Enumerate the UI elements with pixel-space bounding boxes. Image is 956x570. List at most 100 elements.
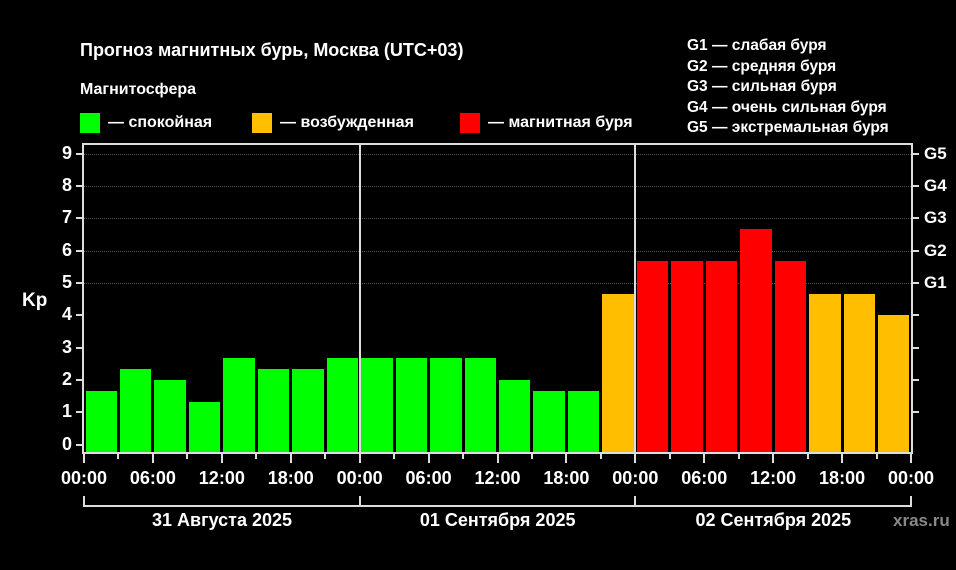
- active-swatch-icon: [252, 113, 272, 133]
- gridline: [84, 186, 911, 188]
- bar-quiet: [499, 379, 531, 454]
- g-scale-item: G2 — средняя буря: [687, 57, 837, 75]
- x-tick-label: 06:00: [129, 468, 176, 488]
- bar-active: [878, 315, 910, 454]
- x-tick: [427, 454, 430, 463]
- y-tick-right: [913, 217, 919, 220]
- gridline: [84, 153, 911, 155]
- x-tick: [703, 454, 706, 463]
- x-tick-label: 18:00: [819, 468, 866, 488]
- bar-quiet: [223, 358, 255, 454]
- x-tick: [289, 454, 292, 463]
- bar-quiet: [430, 358, 462, 454]
- y-tick-label: 7: [61, 207, 72, 228]
- y-tick-label: 9: [61, 142, 72, 163]
- x-tick: [875, 454, 878, 459]
- y-tick: [76, 185, 82, 188]
- y-tick-right: [913, 411, 919, 414]
- y-tick: [76, 346, 82, 349]
- bar-quiet: [85, 390, 117, 454]
- y-tick-label: 3: [61, 336, 72, 357]
- y-tick: [76, 411, 82, 414]
- g-level-label: G2: [924, 240, 947, 260]
- bar-active: [602, 293, 634, 454]
- y-tick: [76, 314, 82, 317]
- date-bracket-tick: [83, 496, 85, 507]
- y-tick-label: 0: [61, 433, 72, 454]
- date-bracket: [84, 505, 911, 507]
- g-scale-item: G3 — сильная буря: [687, 78, 837, 95]
- x-tick: [668, 454, 671, 459]
- gridline: [84, 250, 911, 252]
- x-tick: [910, 454, 912, 463]
- g-level-label: G5: [924, 143, 947, 163]
- y-tick-label: 2: [61, 368, 72, 389]
- x-tick: [841, 454, 844, 463]
- g-level-label: G4: [924, 176, 947, 196]
- bar-active: [843, 293, 876, 454]
- legend-item-quiet: — спокойная: [80, 113, 212, 133]
- x-tick: [255, 454, 258, 459]
- x-tick: [220, 454, 223, 463]
- bar-quiet: [154, 379, 186, 454]
- bar-quiet: [533, 390, 565, 454]
- y-tick-label: 4: [61, 304, 72, 325]
- y-axis-label: Kp: [22, 290, 48, 311]
- x-tick-label: 12:00: [474, 468, 521, 488]
- x-tick-label: 18:00: [543, 468, 590, 488]
- x-tick-label: 12:00: [750, 468, 797, 488]
- bar-quiet: [464, 358, 496, 454]
- y-tick-right: [913, 282, 919, 284]
- x-tick: [806, 454, 809, 459]
- bar-quiet: [292, 369, 324, 454]
- x-tick-label: 18:00: [267, 468, 314, 488]
- x-tick-label: 12:00: [198, 468, 245, 488]
- legend-label: — спокойная: [108, 114, 213, 131]
- chart-title: Прогноз магнитных бурь, Москва (UTC+03): [80, 40, 464, 60]
- x-tick: [358, 454, 361, 463]
- date-label: 31 Августа 2025: [151, 510, 293, 530]
- y-tick: [76, 217, 82, 220]
- x-tick: [324, 454, 327, 459]
- y-tick-right: [913, 152, 919, 155]
- bar-quiet: [326, 358, 359, 454]
- bar-quiet: [257, 369, 290, 454]
- y-tick: [76, 152, 82, 155]
- date-label: 01 Сентября 2025: [419, 510, 576, 530]
- g-level-label: G3: [924, 208, 947, 228]
- g-scale-item: G1 — слабая буря: [687, 37, 827, 54]
- x-tick: [737, 454, 740, 459]
- y-tick-label: 5: [61, 272, 72, 292]
- x-tick: [496, 454, 499, 463]
- y-tick: [76, 443, 82, 446]
- y-tick-right: [913, 346, 919, 349]
- bar-storm: [740, 229, 772, 454]
- x-tick-label: 06:00: [405, 468, 452, 488]
- g-scale-item: G4 — очень сильная буря: [687, 98, 887, 116]
- bar-storm: [636, 261, 669, 454]
- legend-item-storm: — магнитная буря: [460, 113, 633, 133]
- x-tick: [634, 454, 637, 463]
- bar-quiet: [395, 358, 428, 454]
- storm-swatch-icon: [460, 113, 480, 133]
- g-scale-item: G5 — экстремальная буря: [687, 119, 889, 136]
- x-tick: [565, 454, 568, 463]
- bar-storm: [671, 261, 703, 454]
- bar-quiet: [361, 358, 393, 454]
- bar-quiet: [567, 390, 600, 454]
- x-tick-label: 00:00: [336, 468, 383, 488]
- legend-label: — магнитная буря: [488, 114, 633, 131]
- date-bracket-tick: [910, 496, 912, 507]
- x-tick: [186, 454, 189, 459]
- y-tick-label: 1: [61, 401, 72, 422]
- y-tick-label: 8: [61, 175, 72, 196]
- day-separator: [358, 143, 361, 454]
- x-tick: [393, 454, 396, 459]
- x-tick-label: 00:00: [887, 468, 935, 488]
- legend-heading: Магнитосфера: [80, 81, 197, 98]
- bar-storm: [705, 261, 738, 454]
- x-tick-label: 00:00: [60, 468, 108, 488]
- g-level-label: G1: [924, 273, 947, 292]
- y-tick-right: [913, 249, 919, 252]
- bar-quiet: [119, 369, 152, 454]
